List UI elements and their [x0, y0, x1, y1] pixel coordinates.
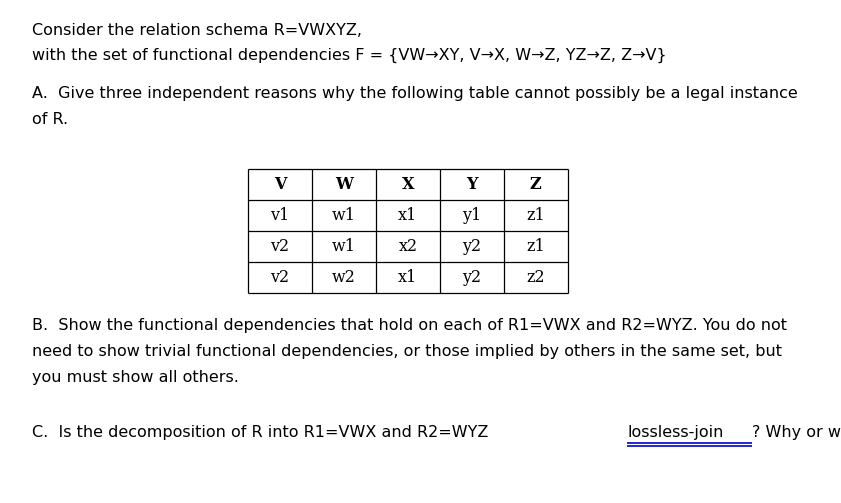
Text: W: W	[335, 176, 353, 193]
Text: v2: v2	[271, 269, 289, 286]
Text: V: V	[274, 176, 286, 193]
Text: X: X	[401, 176, 415, 193]
Text: lossless-join: lossless-join	[627, 425, 724, 440]
Text: z2: z2	[526, 269, 545, 286]
Text: A.  Give three independent reasons why the following table cannot possibly be a : A. Give three independent reasons why th…	[32, 86, 798, 101]
Text: B.  Show the functional dependencies that hold on each of R1=VWX and R2=WYZ. You: B. Show the functional dependencies that…	[32, 318, 787, 333]
Text: y2: y2	[463, 238, 481, 255]
Text: need to show trivial functional dependencies, or those implied by others in the : need to show trivial functional dependen…	[32, 344, 782, 359]
Text: w2: w2	[332, 269, 356, 286]
Text: v1: v1	[271, 207, 289, 224]
Text: Z: Z	[530, 176, 542, 193]
Text: of R.: of R.	[32, 112, 68, 127]
Text: Consider the relation schema R=VWXYZ,: Consider the relation schema R=VWXYZ,	[32, 23, 362, 38]
Text: y2: y2	[463, 269, 481, 286]
Text: w1: w1	[332, 238, 356, 255]
Text: w1: w1	[332, 207, 356, 224]
Text: Y: Y	[466, 176, 478, 193]
Text: v2: v2	[271, 238, 289, 255]
Text: you must show all others.: you must show all others.	[32, 370, 239, 385]
Text: x1: x1	[399, 269, 417, 286]
Text: with the set of functional dependencies F = {VW→XY, V→X, W→Z, YZ→Z, Z→V}: with the set of functional dependencies …	[32, 48, 667, 63]
Text: y1: y1	[463, 207, 481, 224]
Text: z1: z1	[526, 207, 545, 224]
Text: z1: z1	[526, 238, 545, 255]
Text: ? Why or why not?: ? Why or why not?	[752, 425, 841, 440]
Text: x2: x2	[399, 238, 417, 255]
Text: C.  Is the decomposition of R into R1=VWX and R2=WYZ: C. Is the decomposition of R into R1=VWX…	[32, 425, 494, 440]
Text: x1: x1	[399, 207, 417, 224]
